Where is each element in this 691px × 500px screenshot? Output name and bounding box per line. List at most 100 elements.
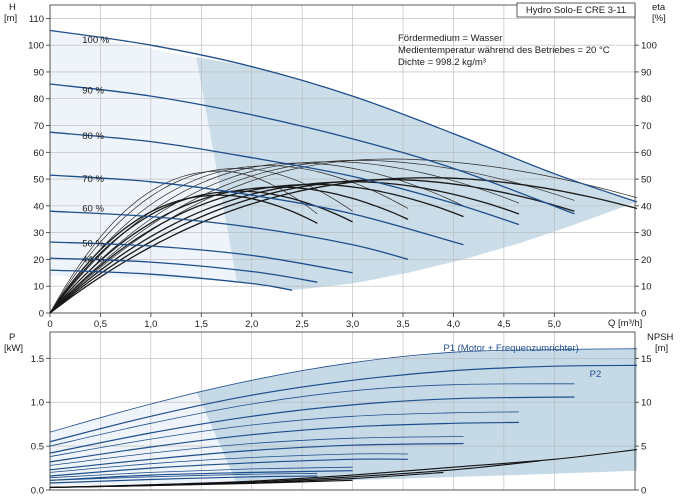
bottom-y-left-tick-label: 0.5 [31, 442, 44, 453]
p2-series-label: P2 [590, 369, 602, 380]
top-y-left-unit: [m] [4, 13, 17, 24]
bottom-y-left-unit: [kW] [4, 343, 23, 354]
eta-curve-thin [49, 170, 318, 314]
top-y-left-tick-label: 60 [33, 148, 44, 159]
speed-label: 70 % [82, 174, 104, 185]
speed-label: 50 % [82, 238, 104, 249]
bottom-y-right-tick-label: 10 [641, 398, 652, 409]
top-y-right-unit: [%] [652, 13, 666, 24]
eta-curve-thin [49, 158, 638, 314]
x-tick-label: 0,5 [94, 319, 107, 330]
speed-label: 90 % [82, 86, 104, 97]
bottom-plot-frame [49, 331, 636, 491]
p2-curve [49, 421, 520, 463]
power-npsh-plot: 0.0 0.5 1.0 1.5 0 5 10 15 P1 (Motor + Frequenzum… [31, 331, 652, 497]
bottom-y-right-label: NPSH [647, 332, 674, 343]
x-tick-label: 4,0 [447, 319, 460, 330]
bottom-y-left-label: P [9, 332, 15, 343]
top-y-left-tick-label: 80 [33, 94, 44, 105]
bottom-y-right-tick-label: 5 [641, 442, 646, 453]
bottom-y-right-tick-label: 15 [641, 354, 652, 365]
top-y-right-tick-label: 20 [641, 255, 652, 266]
x-tick-label: 3,0 [346, 319, 359, 330]
p2-curve [49, 475, 318, 484]
p2-curve [49, 458, 409, 477]
p1-curve [49, 466, 353, 479]
top-y-right-tick-label: 50 [641, 175, 652, 186]
annotation-medium: Fördermedium = Wasser [398, 33, 502, 44]
x-tick-label: 2,0 [245, 319, 258, 330]
p1-curve [49, 348, 638, 433]
x-tick-label: 2,5 [296, 319, 309, 330]
p2-curve [49, 364, 638, 443]
x-tick-label: 1,0 [144, 319, 157, 330]
npsh-curve [49, 479, 353, 488]
top-y-right-tick-label: 60 [641, 148, 652, 159]
power-operating-range-area [196, 348, 638, 483]
top-plot-frame [49, 4, 636, 314]
p1-curve [49, 383, 575, 447]
speed-label: 44 % [82, 254, 104, 265]
p1-curve [49, 436, 464, 466]
operating-range-area [196, 57, 638, 291]
x-tick-label: 3,5 [396, 319, 409, 330]
eta-curve [49, 177, 638, 314]
x-tick-label: 4,5 [497, 319, 510, 330]
eta-curve [49, 194, 318, 314]
speed-label: 80 % [82, 131, 104, 142]
eta-curve [49, 190, 353, 314]
speed-label: 100 % [82, 35, 109, 46]
head-curve [49, 241, 353, 274]
top-y-left-tick-label: 40 [33, 201, 44, 212]
p2-curve [49, 442, 464, 471]
top-y-right-tick-label: 30 [641, 228, 652, 239]
bottom-y-right-tick-label: 0 [641, 486, 646, 497]
chart-text-layer: Hydro Solo-E CRE 3-11 Fördermedium = Was… [4, 2, 674, 354]
top-y-right-tick-label: 90 [641, 67, 652, 78]
top-y-right-tick-label: 80 [641, 94, 652, 105]
title-box [516, 2, 636, 18]
head-curve [49, 174, 464, 246]
x-tick-label: 1,5 [195, 319, 208, 330]
x-tick-label: 5,0 [548, 319, 561, 330]
top-y-left-tick-label: 20 [33, 255, 44, 266]
p1-curve [49, 411, 520, 457]
annotation-density: Dichte = 998.2 kg/m³ [398, 57, 486, 68]
head-curve [49, 210, 409, 261]
head-curve [49, 269, 293, 291]
p1-curve [49, 472, 318, 481]
eta-curve [49, 183, 464, 314]
top-y-right-tick-label: 40 [641, 201, 652, 212]
top-y-left-label: H [9, 2, 16, 13]
top-y-left-tick-label: 10 [33, 282, 44, 293]
x-axis-label: Q [m³/h] [608, 318, 642, 329]
bottom-y-right-unit: [m] [655, 343, 668, 354]
p1-curve [49, 453, 409, 473]
head-curve [49, 83, 575, 215]
top-y-right-tick-label: 0 [641, 309, 646, 320]
eta-curve-thin [49, 168, 353, 314]
bottom-y-left-tick-label: 1.0 [31, 398, 44, 409]
chart-title: Hydro Solo-E CRE 3-11 [526, 5, 626, 16]
top-y-right-tick-label: 100 [641, 41, 657, 52]
bottom-y-left-tick-label: 0.0 [31, 486, 44, 497]
head-curve [49, 131, 520, 226]
p2-curve [49, 396, 575, 454]
top-y-left-tick-label: 70 [33, 121, 44, 132]
bottom-y-left-tick-label: 1.5 [31, 354, 44, 365]
low-flow-area [50, 30, 237, 281]
x-tick-label: 0 [47, 319, 52, 330]
annotation-temperature: Medientemperatur während des Betriebes =… [398, 45, 610, 56]
head-curve [49, 29, 638, 203]
top-y-left-tick-label: 90 [33, 67, 44, 78]
top-y-left-tick-label: 0 [39, 309, 44, 320]
top-y-right-tick-label: 10 [641, 282, 652, 293]
top-y-left-tick-label: 110 [29, 14, 44, 25]
p2-curve [49, 470, 353, 481]
top-y-right-label: eta [652, 2, 666, 13]
eta-curve [49, 178, 575, 314]
head-curve [49, 257, 318, 283]
top-y-right-tick-label: 70 [641, 121, 652, 132]
top-y-left-tick-label: 30 [33, 228, 44, 239]
